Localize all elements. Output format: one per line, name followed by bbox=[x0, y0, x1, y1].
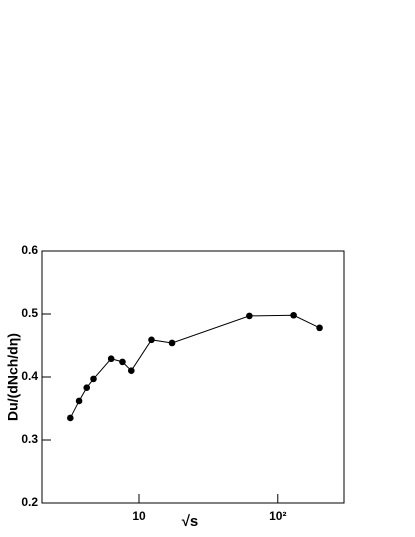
data-point bbox=[127, 367, 135, 375]
y-tick-label: 0.6 bbox=[21, 243, 38, 257]
y-axis-label: Du/(dNch/dη) bbox=[5, 333, 21, 421]
y-tick-label: 0.3 bbox=[21, 432, 38, 446]
data-point bbox=[67, 414, 74, 422]
y-tick-label: 0.4 bbox=[21, 369, 38, 383]
x-axis-label: √s bbox=[182, 513, 199, 530]
data-point bbox=[83, 384, 91, 392]
data-point bbox=[75, 397, 83, 405]
data-point bbox=[290, 311, 297, 319]
plot-frame bbox=[41, 250, 345, 504]
series-line bbox=[69, 314, 320, 419]
data-point bbox=[148, 336, 155, 344]
data-point bbox=[107, 355, 115, 363]
data-point bbox=[90, 375, 97, 383]
y-tick-label: 0.2 bbox=[21, 495, 38, 509]
data-point bbox=[119, 358, 126, 366]
y-tick-label: 0.5 bbox=[21, 306, 38, 320]
x-tick-label: 10 bbox=[132, 509, 146, 523]
data-point bbox=[168, 339, 176, 347]
data-point bbox=[246, 312, 253, 320]
x-tick-label: 10² bbox=[269, 509, 286, 523]
data-point bbox=[316, 324, 323, 332]
